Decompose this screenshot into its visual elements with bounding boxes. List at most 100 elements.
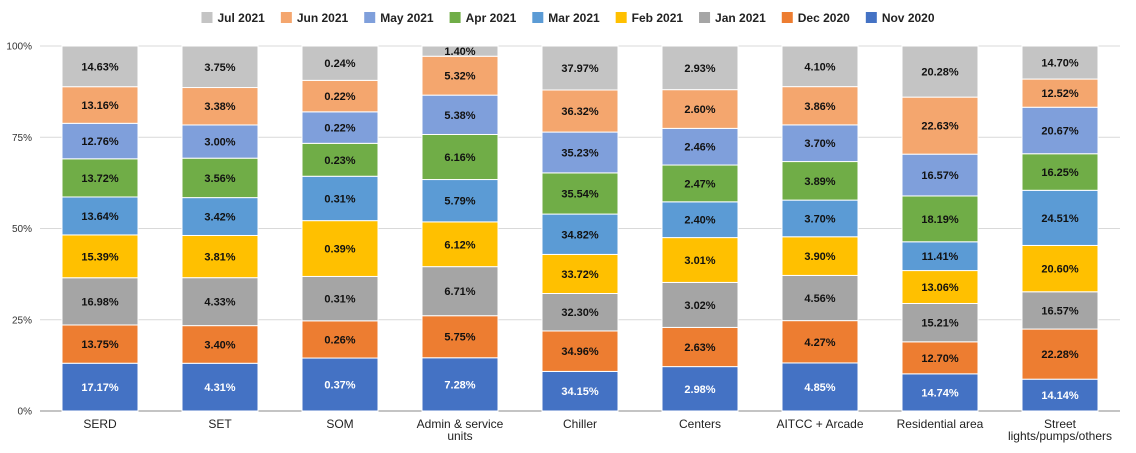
bar-segment bbox=[781, 199, 859, 238]
data-label: 3.90% bbox=[804, 251, 835, 263]
bar-segment bbox=[781, 45, 859, 88]
bar-segment bbox=[661, 45, 739, 91]
legend-label: Dec 2020 bbox=[798, 11, 850, 25]
data-label: 11.41% bbox=[922, 251, 959, 263]
data-label: 3.70% bbox=[804, 213, 835, 225]
data-label: 20.28% bbox=[921, 67, 959, 79]
bar-segment bbox=[181, 234, 259, 279]
legend-label: Jul 2021 bbox=[217, 11, 265, 25]
data-label: 24.51% bbox=[1041, 213, 1079, 225]
data-label: 3.02% bbox=[684, 300, 715, 312]
x-category-label: Residential area bbox=[897, 417, 984, 431]
data-label: 16.57% bbox=[1041, 305, 1079, 317]
legend-label: Mar 2021 bbox=[548, 11, 600, 25]
data-label: 0.31% bbox=[324, 193, 355, 205]
data-label: 5.38% bbox=[444, 110, 475, 122]
bar-segment bbox=[301, 320, 379, 359]
legend-label: Apr 2021 bbox=[466, 11, 517, 25]
x-category-label: SET bbox=[208, 417, 232, 431]
bar-segment bbox=[661, 164, 739, 203]
data-label: 35.54% bbox=[561, 188, 599, 200]
data-label: 0.22% bbox=[324, 91, 355, 103]
bar-segment bbox=[541, 89, 619, 133]
bar-segment bbox=[181, 277, 259, 327]
bar-segment bbox=[1021, 78, 1099, 108]
legend-swatch bbox=[615, 12, 627, 23]
bar-segment bbox=[301, 45, 379, 81]
bar-segment bbox=[421, 45, 499, 57]
bar-segment bbox=[541, 213, 619, 255]
x-category-label: Admin & service bbox=[417, 417, 504, 431]
bar-segment bbox=[421, 55, 499, 96]
x-category-label: AITCC + Arcade bbox=[776, 417, 863, 431]
legend-swatch bbox=[449, 12, 461, 23]
bar-segment bbox=[901, 195, 979, 243]
bar-segment bbox=[1021, 291, 1099, 330]
data-label: 3.56% bbox=[204, 173, 235, 185]
data-label: 13.75% bbox=[81, 339, 119, 351]
data-label: 13.06% bbox=[921, 282, 959, 294]
bar-segment bbox=[541, 45, 619, 91]
legend-swatch bbox=[532, 12, 544, 23]
data-label: 3.42% bbox=[204, 212, 235, 224]
data-label: 14.74% bbox=[921, 387, 959, 399]
y-tick-label: 25% bbox=[12, 315, 32, 326]
data-label: 6.12% bbox=[444, 239, 475, 251]
data-label: 0.39% bbox=[324, 244, 355, 256]
bar-segment bbox=[781, 161, 859, 201]
data-label: 34.15% bbox=[561, 386, 599, 398]
legend-label: Jun 2021 bbox=[297, 11, 349, 25]
bar-segment bbox=[661, 366, 739, 412]
data-label: 12.70% bbox=[921, 353, 959, 365]
data-label: 13.64% bbox=[81, 211, 119, 223]
data-label: 4.27% bbox=[804, 337, 835, 349]
bar-segment bbox=[301, 79, 379, 113]
data-label: 16.98% bbox=[81, 296, 119, 308]
bar-segment bbox=[61, 45, 139, 88]
legend-label: Feb 2021 bbox=[632, 11, 684, 25]
x-category-label: Street bbox=[1044, 417, 1077, 431]
data-label: 3.40% bbox=[204, 339, 235, 351]
data-label: 22.63% bbox=[921, 121, 959, 133]
data-label: 4.56% bbox=[804, 293, 835, 305]
data-label: 3.70% bbox=[804, 138, 835, 150]
x-category-label: lights/pumps/others bbox=[1008, 429, 1112, 443]
data-label: 12.52% bbox=[1041, 88, 1079, 100]
data-label: 35.23% bbox=[561, 147, 599, 159]
data-label: 20.67% bbox=[1041, 125, 1079, 137]
y-tick-label: 0% bbox=[18, 407, 33, 418]
bar-segment bbox=[301, 220, 379, 277]
data-label: 32.30% bbox=[561, 307, 599, 319]
bar-segment bbox=[421, 315, 499, 359]
bar-segment bbox=[901, 270, 979, 304]
data-label: 1.40% bbox=[444, 46, 475, 58]
data-label: 2.47% bbox=[684, 178, 715, 190]
bar-segment bbox=[181, 45, 259, 89]
bar-segment bbox=[61, 122, 139, 160]
bar-segment bbox=[421, 94, 499, 135]
data-label: 37.97% bbox=[561, 63, 599, 75]
data-label: 20.60% bbox=[1041, 264, 1079, 276]
y-tick-label: 50% bbox=[12, 224, 32, 235]
data-label: 2.40% bbox=[684, 215, 715, 227]
bar-segment bbox=[421, 133, 499, 181]
data-label: 0.22% bbox=[324, 123, 355, 135]
data-label: 2.60% bbox=[684, 104, 715, 116]
data-label: 0.24% bbox=[324, 58, 355, 70]
data-label: 2.98% bbox=[684, 384, 715, 396]
legend-swatch bbox=[699, 12, 711, 23]
data-label: 15.21% bbox=[921, 318, 959, 330]
bar-segment bbox=[541, 131, 619, 174]
bar-segment bbox=[541, 253, 619, 294]
legend-label: Jan 2021 bbox=[715, 11, 766, 25]
bar-segment bbox=[661, 326, 739, 368]
bar-segment bbox=[181, 362, 259, 412]
bar-segment bbox=[181, 124, 259, 159]
y-tick-label: 75% bbox=[12, 133, 32, 144]
bar-segment bbox=[1021, 244, 1099, 293]
bar-segment bbox=[541, 172, 619, 215]
bar-segment bbox=[421, 357, 499, 412]
data-label: 6.16% bbox=[444, 152, 475, 164]
